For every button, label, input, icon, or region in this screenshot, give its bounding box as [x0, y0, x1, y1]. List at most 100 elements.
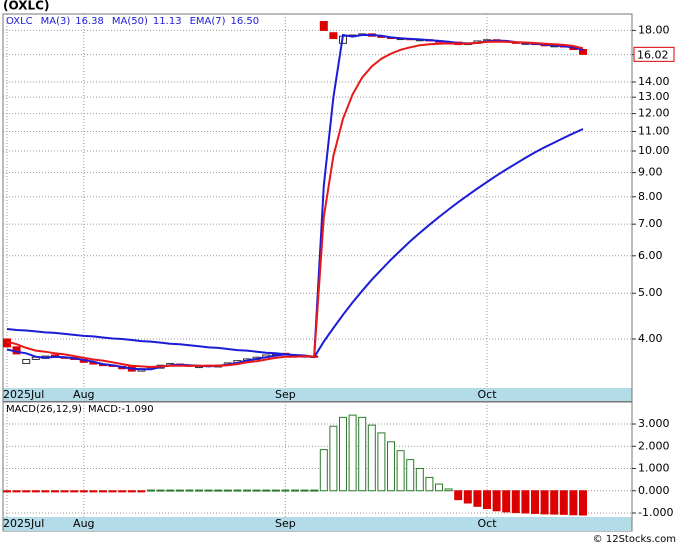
histogram-bar — [175, 489, 184, 492]
histogram-bar — [108, 490, 117, 493]
legend-entry: EMA(7) — [190, 16, 226, 27]
histogram-bar — [492, 490, 501, 512]
histogram-bar — [156, 489, 165, 492]
last-price: 16.02 — [637, 48, 669, 61]
histogram-bar — [51, 490, 59, 493]
histogram-bar — [147, 489, 155, 492]
histogram-bar — [415, 468, 424, 492]
x-tick-label: Aug — [73, 517, 94, 530]
histogram-bar — [79, 490, 88, 493]
histogram-bar — [579, 490, 587, 516]
histogram-bar — [22, 490, 31, 493]
y-tick-label: -1.000 — [638, 506, 673, 519]
histogram-bar — [319, 449, 328, 492]
histogram-bar — [137, 490, 146, 493]
histogram-bar — [348, 414, 357, 492]
histogram-bar — [31, 490, 40, 493]
histogram-bar — [262, 489, 271, 492]
histogram-bar — [387, 441, 395, 492]
histogram-bar — [435, 483, 443, 492]
candle — [579, 49, 587, 55]
histogram-bar — [60, 490, 69, 493]
histogram-bar — [358, 416, 367, 492]
histogram-bar — [339, 416, 347, 492]
histogram-bar — [310, 489, 319, 492]
moving-average-line — [6, 40, 584, 369]
histogram-bar — [70, 490, 79, 493]
histogram-bar — [252, 489, 261, 492]
y-tick-label: 14.00 — [638, 75, 670, 88]
watermark: © 12Stocks.com — [593, 534, 676, 545]
date-strip — [3, 517, 632, 531]
y-tick-label: 0.000 — [638, 484, 670, 497]
histogram-bar — [214, 489, 223, 492]
y-tick-label: 10.00 — [638, 144, 670, 157]
legend-entry: 11.13 — [153, 16, 182, 27]
histogram-bar — [406, 459, 415, 492]
histogram-bar — [12, 490, 21, 493]
y-tick-label: 5.00 — [638, 286, 663, 299]
histogram-bar — [550, 490, 559, 515]
x-tick-label: Sep — [275, 517, 296, 530]
histogram-bar — [463, 490, 472, 504]
y-tick-label: 6.00 — [638, 249, 663, 262]
legend-entry: 16.38 — [75, 16, 104, 27]
histogram-bar — [531, 490, 539, 514]
histogram-bar — [559, 490, 568, 515]
histogram-bar — [521, 490, 530, 514]
y-tick-label: 2.000 — [638, 439, 670, 452]
y-tick-label: 13.00 — [638, 90, 670, 103]
histogram-bar — [483, 490, 491, 510]
histogram-bar — [127, 490, 136, 493]
legend-entry: 16.50 — [231, 16, 260, 27]
x-tick-label: Sep — [275, 388, 296, 401]
legend-entry: OXLC — [6, 16, 33, 27]
x-tick-label: 2025Jul — [3, 388, 44, 401]
histogram-bar — [118, 490, 127, 493]
histogram-bar — [454, 490, 463, 501]
histogram-bar — [473, 490, 482, 507]
y-tick-label: 9.00 — [638, 166, 663, 179]
histogram-bar — [377, 432, 386, 492]
histogram-bar — [396, 450, 405, 492]
histogram-bar — [511, 490, 520, 514]
y-tick-label: 4.00 — [638, 332, 663, 345]
histogram-bar — [425, 476, 434, 492]
histogram-bar — [41, 490, 50, 493]
moving-average-line — [6, 128, 584, 359]
histogram-bar — [502, 490, 511, 513]
legend-entry: MA(3) — [41, 16, 71, 27]
x-tick-label: Oct — [477, 388, 497, 401]
histogram-bar — [329, 425, 338, 492]
y-tick-label: 8.00 — [638, 190, 663, 203]
histogram-bar — [444, 488, 453, 492]
macd-value: MACD:-1.090 — [88, 404, 154, 415]
histogram-bar — [281, 489, 290, 492]
histogram-bar — [233, 489, 242, 492]
histogram-bar — [291, 489, 299, 492]
legend-entry: MA(50) — [112, 16, 148, 27]
candle — [329, 32, 338, 40]
histogram-bar — [540, 490, 549, 515]
y-tick-label: 18.00 — [638, 23, 670, 36]
x-tick-label: 2025Jul — [3, 517, 44, 530]
histogram-bar — [166, 489, 175, 492]
histogram-bar — [99, 490, 107, 493]
histogram-bar — [223, 489, 232, 492]
histogram-bar — [569, 490, 578, 516]
histogram-bar — [3, 490, 11, 493]
histogram-bar — [89, 490, 98, 493]
histogram-bar — [367, 424, 376, 492]
last-price-box — [633, 46, 675, 62]
x-tick-label: Oct — [477, 517, 497, 530]
y-tick-label: 11.00 — [638, 124, 670, 137]
y-tick-label: 12.00 — [638, 107, 670, 120]
histogram-bar — [185, 489, 194, 492]
legend: OXLC MA(3) 16.38 MA(50) 11.13 EMA(7) 16.50 — [6, 16, 259, 27]
histogram-bar — [300, 489, 309, 492]
chart-title: (OXLC) — [3, 0, 49, 13]
candle — [319, 20, 328, 31]
x-tick-label: Aug — [73, 388, 94, 401]
panel-title: MACD(26,12,9) — [6, 404, 82, 415]
